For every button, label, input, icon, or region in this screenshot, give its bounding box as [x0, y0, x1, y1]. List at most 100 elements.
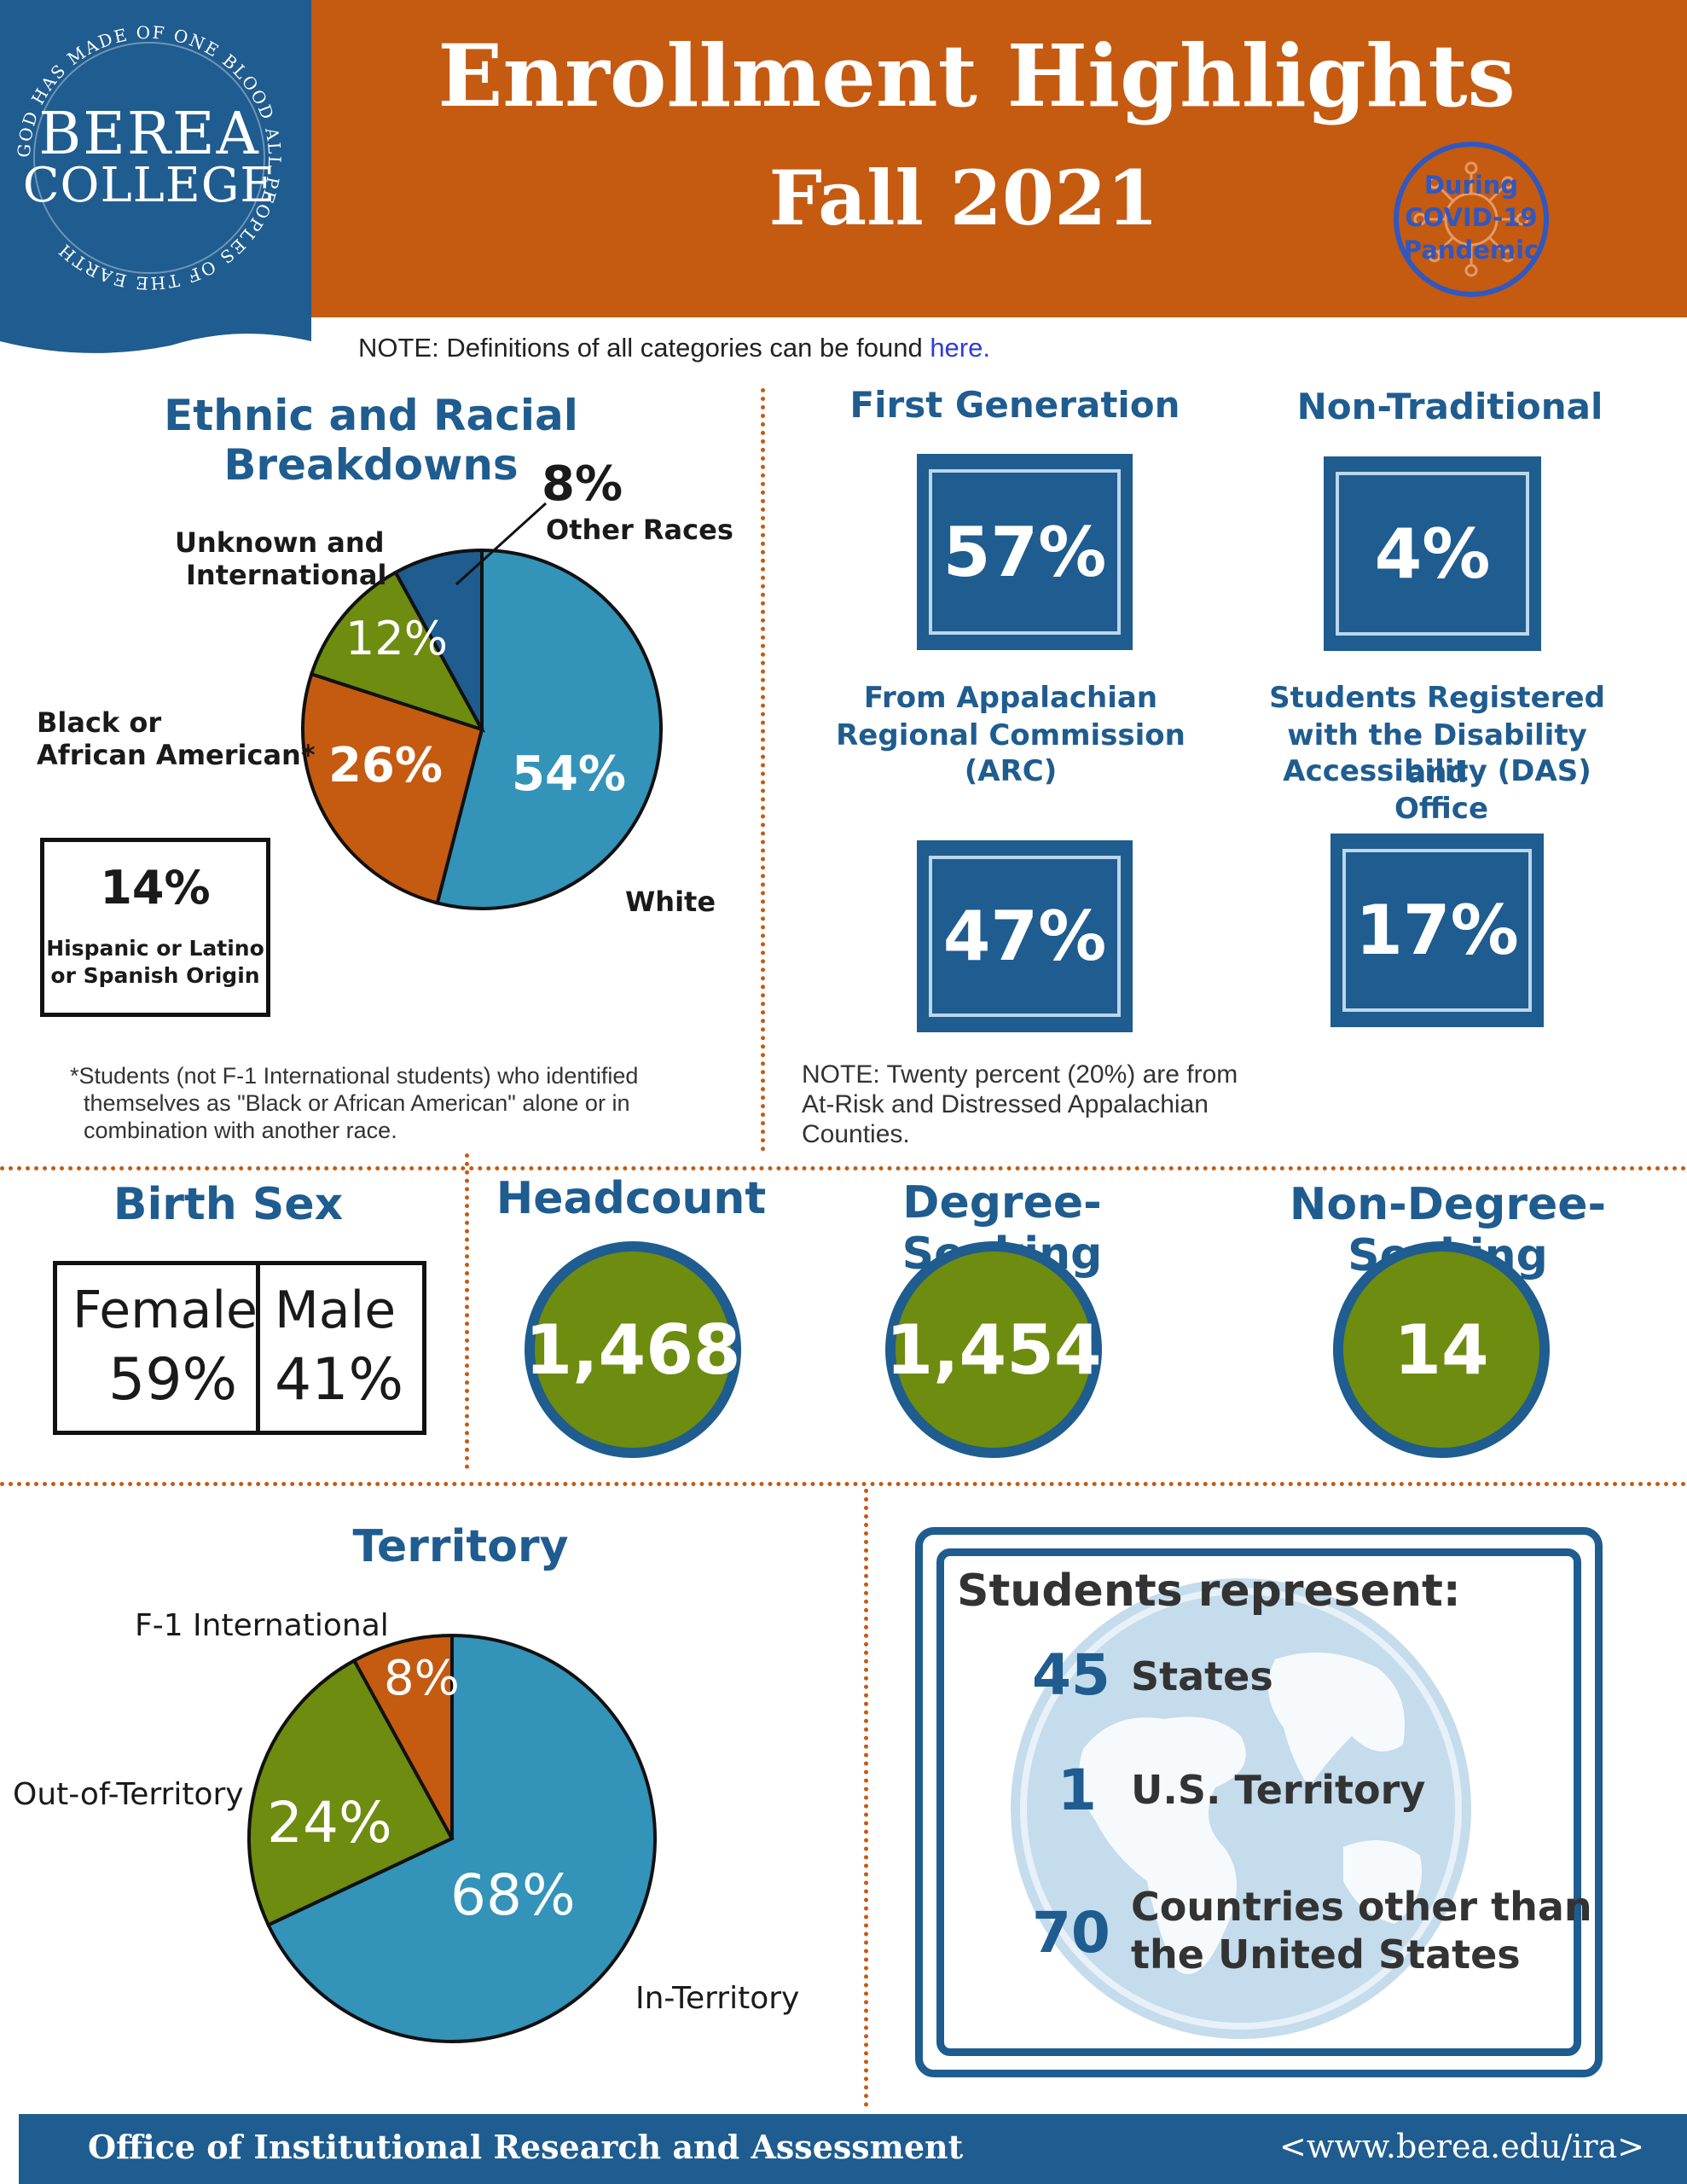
- arc-box: 47%: [917, 840, 1133, 1032]
- headcount-circle: 1,468: [525, 1241, 741, 1458]
- footer-office: Office of Institutional Research and Ass…: [88, 2128, 964, 2166]
- headcount-title: Headcount: [496, 1173, 767, 1224]
- territory-title: Territory: [352, 1521, 569, 1572]
- represent-inner-frame: [936, 1548, 1581, 2056]
- female-label: Female: [72, 1281, 258, 1340]
- non-trad-box: 4%: [1324, 456, 1541, 651]
- territory-pie-chart: [243, 1629, 661, 2048]
- ethnic-label-black-2: African American*: [37, 739, 316, 771]
- ethnic-slice-other-races: [393, 548, 484, 730]
- ethnic-label-other: Other Races: [546, 514, 733, 546]
- ethnic-label-other-pct: 8%: [542, 456, 623, 512]
- arc-note-2: At-Risk and Distressed Appalachian: [802, 1090, 1209, 1118]
- ethnic-title: Ethnic and Racial Breakdowns: [164, 391, 578, 490]
- das-value: 17%: [1342, 849, 1532, 1012]
- other-races-leader-line: [455, 502, 548, 586]
- page-title: Enrollment Highlights: [438, 26, 1516, 126]
- nondegree-circle: 14: [1333, 1241, 1550, 1458]
- ethnic-label-unknown-1: Unknown and: [175, 526, 385, 559]
- ethnic-pie-svg: [301, 548, 663, 910]
- territory-pie-svg: [247, 1633, 657, 2043]
- arc-title-2: Regional Commission: [836, 718, 1186, 752]
- hispanic-label-2: or Spanish Origin: [50, 963, 260, 988]
- represent-title: Students represent:: [957, 1565, 1461, 1617]
- das-box: 17%: [1330, 834, 1544, 1027]
- definitions-note: NOTE: Definitions of all categories can …: [358, 333, 990, 363]
- divider-horizontal-1: [0, 1166, 1687, 1170]
- covid-stamp: During COVID-19 Pandemic: [1390, 138, 1552, 300]
- hispanic-label-1: Hispanic or Latino: [46, 936, 264, 961]
- ethnic-label-unknown-2: International: [186, 559, 387, 591]
- birth-sex-table: Female 59% Male 41%: [53, 1261, 426, 1435]
- arc-value: 47%: [929, 856, 1121, 1017]
- territory-label-in: In-Territory: [635, 1981, 800, 2016]
- first-gen-title: First Generation: [849, 384, 1180, 426]
- degree-circle: 1,454: [885, 1241, 1102, 1458]
- ethnic-slice-white: [435, 548, 663, 910]
- ethnic-footnote-3: combination with another race.: [84, 1118, 397, 1143]
- territory-slice-in-territory: [265, 1633, 657, 2043]
- states-number: 45: [1032, 1642, 1110, 1708]
- das-title-1: Students Registered: [1269, 681, 1605, 715]
- represent-panel: [915, 1527, 1603, 2077]
- globe-icon: [1011, 1578, 1471, 2039]
- stamp-line-3: Pandemic: [1403, 235, 1539, 264]
- states-label: States: [1131, 1653, 1273, 1699]
- ethnic-footnote-1: *Students (not F-1 International student…: [70, 1063, 639, 1089]
- non-trad-title: Non-Traditional: [1296, 386, 1603, 427]
- logo-name-line1: BEREA: [38, 101, 260, 168]
- birth-sex-title: Birth Sex: [113, 1179, 344, 1230]
- hispanic-pct: 14%: [100, 861, 211, 915]
- definitions-note-text: NOTE: Definitions of all categories can …: [358, 333, 930, 363]
- territory-pct-f1: 8%: [384, 1651, 460, 1706]
- arc-note-3: Counties.: [802, 1120, 910, 1148]
- territory-number: 1: [1058, 1757, 1097, 1823]
- ethnic-pct-unknown: 12%: [345, 612, 449, 665]
- divider-vertical-middle: [465, 1153, 469, 1469]
- birth-sex-divider: [256, 1265, 260, 1431]
- page-subtitle: Fall 2021: [768, 154, 1159, 242]
- countries-label-1: Countries other than: [1131, 1884, 1592, 1930]
- stamp-line-1: During: [1423, 171, 1519, 200]
- footer-bar: [19, 2114, 1687, 2184]
- divider-horizontal-2: [0, 1482, 1687, 1486]
- divider-vertical-bottom: [864, 1489, 868, 2107]
- arc-title-1: From Appalachian: [863, 681, 1158, 715]
- ethnic-pct-white: 54%: [512, 746, 627, 802]
- countries-label-2: the United States: [1131, 1931, 1521, 1978]
- das-title-3: Accessibility (DAS): [1283, 754, 1591, 788]
- ethnic-footnote-2: themselves as "Black or African American…: [84, 1090, 630, 1116]
- female-value: 59%: [108, 1346, 238, 1414]
- territory-slice-f-1-international: [351, 1633, 454, 1839]
- ethnic-slice-unknown-and-international: [309, 570, 486, 733]
- territory-label-f1: F-1 International: [135, 1608, 389, 1643]
- territory-count-label: U.S. Territory: [1131, 1767, 1426, 1813]
- male-label: Male: [275, 1281, 397, 1340]
- logo-banner: GOD HAS MADE OF ONE BLOOD ALL PEOPLES OF…: [0, 0, 311, 367]
- territory-pct-out: 24%: [267, 1790, 392, 1856]
- ethnic-label-black-1: Black or: [37, 706, 162, 739]
- divider-vertical-top: [761, 388, 765, 1152]
- territory-label-out: Out-of-Territory: [13, 1777, 244, 1812]
- ethnic-pie-chart: [290, 537, 682, 930]
- hispanic-box: 14% Hispanic or Latino or Spanish Origin: [40, 838, 270, 1017]
- das-title-2: with the Disability and: [1287, 718, 1587, 790]
- arc-note-1: NOTE: Twenty percent (20%) are from: [802, 1060, 1238, 1089]
- virus-icon: [1394, 142, 1549, 297]
- male-value: 41%: [275, 1346, 404, 1414]
- definitions-link[interactable]: here.: [930, 333, 990, 363]
- ethnic-label-white: White: [625, 886, 716, 918]
- stamp-line-2: COVID-19: [1405, 203, 1538, 232]
- ethnic-slice-black-or-african-american: [301, 671, 484, 905]
- footer-url[interactable]: <www.berea.edu/ira>: [1279, 2128, 1645, 2165]
- first-gen-value: 57%: [929, 469, 1121, 635]
- first-gen-box: 57%: [917, 454, 1133, 650]
- territory-pct-in: 68%: [450, 1862, 576, 1928]
- non-trad-value: 4%: [1336, 472, 1529, 636]
- ethnic-pct-black: 26%: [328, 738, 443, 793]
- arc-title-3: (ARC): [964, 754, 1058, 788]
- countries-number: 70: [1032, 1900, 1110, 1966]
- das-title-4: Office: [1394, 792, 1489, 826]
- logo-name-line2: COLLEGE: [22, 158, 276, 213]
- logo-banner-shape: GOD HAS MADE OF ONE BLOOD ALL PEOPLES OF…: [0, 0, 311, 353]
